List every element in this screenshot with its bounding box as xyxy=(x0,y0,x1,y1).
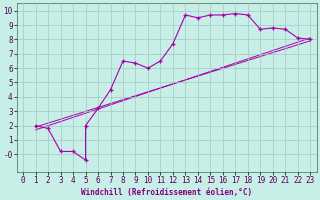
X-axis label: Windchill (Refroidissement éolien,°C): Windchill (Refroidissement éolien,°C) xyxy=(81,188,252,197)
